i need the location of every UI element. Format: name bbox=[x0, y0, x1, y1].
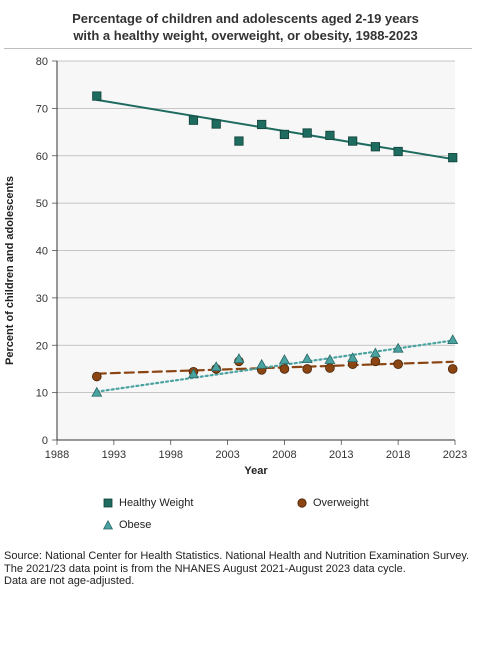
point-healthy-weight bbox=[257, 119, 267, 130]
y-tick-label: 70 bbox=[36, 103, 48, 115]
point-overweight bbox=[325, 363, 335, 373]
title-line-1: Percentage of children and adolescents a… bbox=[72, 11, 419, 26]
point-healthy-weight bbox=[92, 91, 102, 101]
point-obese bbox=[447, 334, 459, 345]
x-tick-label: 1993 bbox=[102, 449, 126, 461]
point-healthy-weight bbox=[211, 119, 221, 129]
y-tick-label: 40 bbox=[36, 246, 48, 258]
point-obese bbox=[347, 352, 359, 363]
y-axis-title: Percent of children and adolescents bbox=[4, 176, 16, 365]
legend-label-overweight: Overweight bbox=[313, 497, 369, 509]
legend-label-obese: Obese bbox=[119, 519, 152, 531]
legend-item-obese: Obese bbox=[103, 519, 151, 531]
y-tick-label: 80 bbox=[36, 56, 48, 68]
legend-circle-marker bbox=[297, 498, 307, 508]
gridlines bbox=[57, 60, 455, 394]
trend-line-obese bbox=[95, 339, 454, 393]
y-tick-label: 30 bbox=[36, 293, 48, 305]
point-healthy-weight bbox=[234, 136, 244, 146]
legend-label-healthy-weight: Healthy Weight bbox=[119, 497, 194, 509]
x-tick-label: 1988 bbox=[45, 449, 69, 461]
chart-svg: 0 10 20 30 40 50 60 70 80 1988 1993 1998 2003 2008 201… bbox=[4, 56, 467, 477]
point-overweight bbox=[302, 364, 312, 374]
point-obese bbox=[256, 358, 268, 369]
point-healthy-weight bbox=[370, 142, 381, 152]
source-line-3: Data are not age-adjusted. bbox=[4, 575, 135, 587]
point-obese bbox=[369, 347, 381, 358]
point-obese bbox=[233, 353, 245, 363]
data-points bbox=[91, 91, 459, 397]
point-overweight bbox=[279, 364, 290, 374]
y-tick-label: 50 bbox=[36, 198, 48, 210]
legend-item-healthy-weight: Healthy Weight bbox=[103, 497, 193, 509]
y-tick-label: 0 bbox=[42, 435, 48, 447]
legend-item-overweight: Overweight bbox=[297, 497, 369, 509]
point-obese bbox=[187, 368, 199, 379]
title-divider bbox=[4, 48, 472, 49]
point-overweight bbox=[370, 356, 381, 367]
point-obese bbox=[324, 354, 336, 364]
y-tick-label: 10 bbox=[36, 388, 48, 400]
x-tick-label: 1998 bbox=[158, 449, 182, 461]
legend-square-marker bbox=[103, 498, 113, 508]
legend-triangle-marker bbox=[103, 520, 113, 530]
x-axis-title: Year bbox=[244, 465, 268, 477]
point-healthy-weight bbox=[325, 130, 335, 140]
source-note: Source: National Center for Health Stati… bbox=[4, 550, 484, 588]
axes: 0 10 20 30 40 50 60 70 80 1988 1993 1998 2003 2008 201… bbox=[36, 56, 467, 461]
source-line-1: Source: National Center for Health Stati… bbox=[4, 550, 470, 562]
x-tick-label: 2008 bbox=[272, 449, 296, 461]
point-obese bbox=[91, 386, 103, 397]
title-line-2: with a healthy weight, overweight, or ob… bbox=[73, 28, 418, 43]
point-overweight bbox=[393, 359, 403, 370]
point-obese bbox=[210, 361, 222, 372]
chart-title: Percentage of children and adolescents a… bbox=[0, 10, 491, 44]
point-healthy-weight bbox=[448, 153, 458, 163]
point-healthy-weight bbox=[279, 129, 290, 140]
source-line-2: The 2021/23 data point is from the NHANE… bbox=[4, 562, 406, 575]
point-obese bbox=[278, 354, 290, 364]
y-tick-label: 60 bbox=[36, 151, 48, 163]
trend-line-healthy-weight bbox=[95, 98, 454, 161]
x-tick-label: 2023 bbox=[443, 449, 467, 461]
point-overweight bbox=[92, 371, 102, 382]
point-obese bbox=[392, 342, 404, 353]
x-tick-label: 2013 bbox=[329, 449, 353, 461]
y-tick-label: 20 bbox=[36, 340, 48, 352]
point-overweight bbox=[447, 364, 458, 374]
x-tick-label: 2003 bbox=[215, 449, 239, 461]
point-healthy-weight bbox=[302, 128, 312, 138]
point-healthy-weight bbox=[393, 146, 403, 157]
x-tick-label: 2018 bbox=[386, 449, 410, 461]
point-healthy-weight bbox=[348, 136, 358, 146]
point-obese bbox=[301, 353, 313, 363]
point-healthy-weight bbox=[188, 115, 199, 125]
